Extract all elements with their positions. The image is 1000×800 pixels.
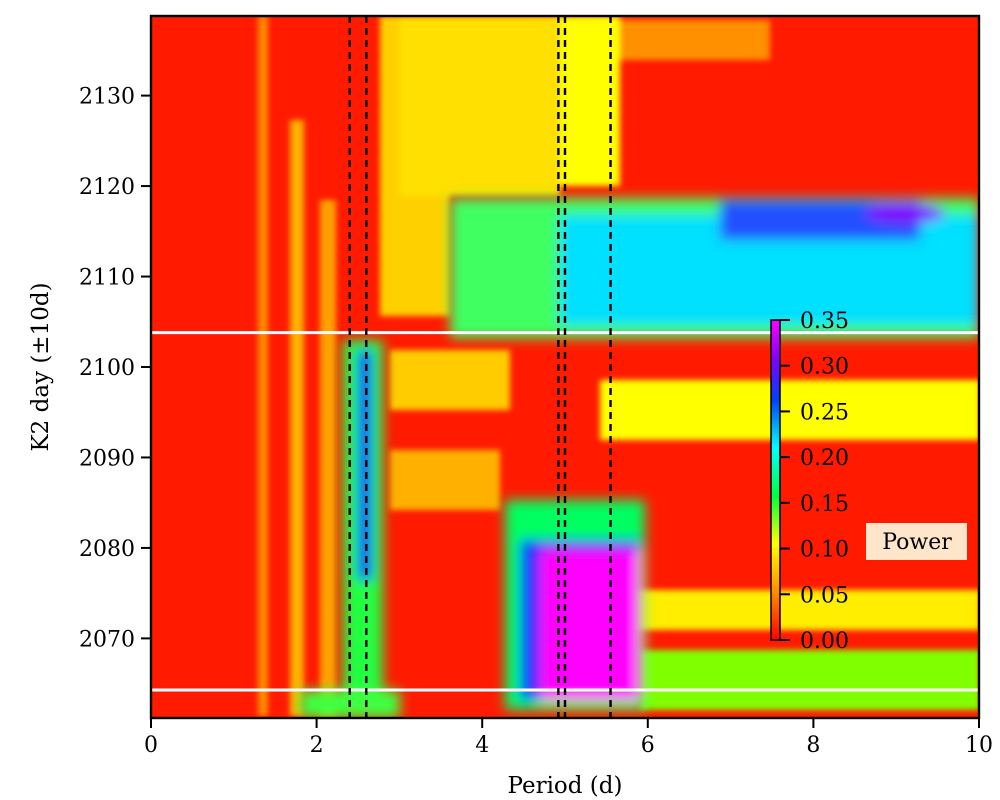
feature-blob-magenta [540,550,640,700]
colorbar-tick-label: 0.25 [800,400,849,425]
overlay-lines [151,16,979,718]
y-tick-label: 2090 [79,446,135,471]
colorbar-title: Power [882,530,952,555]
streak [620,20,770,60]
colorbar-tick-label: 0.15 [800,492,849,517]
heatmap-texture [258,16,979,716]
y-axis-title: K2 day (±10d) [28,282,54,451]
streak [320,200,336,716]
heatmap-features [300,198,979,718]
heatmap-area [151,16,979,718]
y-tick-label: 2130 [79,85,135,110]
x-tick-label: 2 [310,733,324,758]
x-tick-label: 6 [641,733,655,758]
colorbar-tick-label: 0.35 [800,309,849,334]
y-tick-label: 2110 [79,266,135,291]
streak [620,590,979,630]
feature-ridge-blue [358,350,372,580]
x-tick-label: 8 [806,733,820,758]
streak [400,16,560,196]
colorbar-tick-label: 0.10 [800,538,849,563]
y-tick-label: 2080 [79,537,135,562]
y-tick-label: 2070 [79,627,135,652]
streak [258,16,268,716]
y-tick-label: 2100 [79,356,135,381]
x-tick-label: 0 [144,733,158,758]
x-axis-title: Period (d) [508,773,623,799]
colorbar-title-box: Power [866,523,967,560]
colorbar-title-background [866,523,967,560]
streak [290,120,304,716]
feature-peak-violet [865,203,945,223]
y-tick-label: 2120 [79,175,135,200]
streak [390,350,510,410]
colorbar: 0.00 0.05 0.10 0.15 0.20 0.25 0.30 0.35 [770,309,849,654]
streak [640,650,979,710]
colorbar-tick-label: 0.00 [800,629,849,654]
colorbar-tick-label: 0.20 [800,446,849,471]
streak [600,380,979,440]
y-axis: 2070 2080 2090 2100 2110 2120 2130 [79,85,151,652]
x-tick-label: 4 [475,733,489,758]
x-axis: 0 2 4 6 8 10 [144,718,993,758]
colorbar-tick-label: 0.05 [800,583,849,608]
x-tick-label: 10 [965,733,993,758]
colorbar-tick-label: 0.30 [800,355,849,380]
streak [390,450,500,510]
colorbar-gradient [770,319,781,641]
